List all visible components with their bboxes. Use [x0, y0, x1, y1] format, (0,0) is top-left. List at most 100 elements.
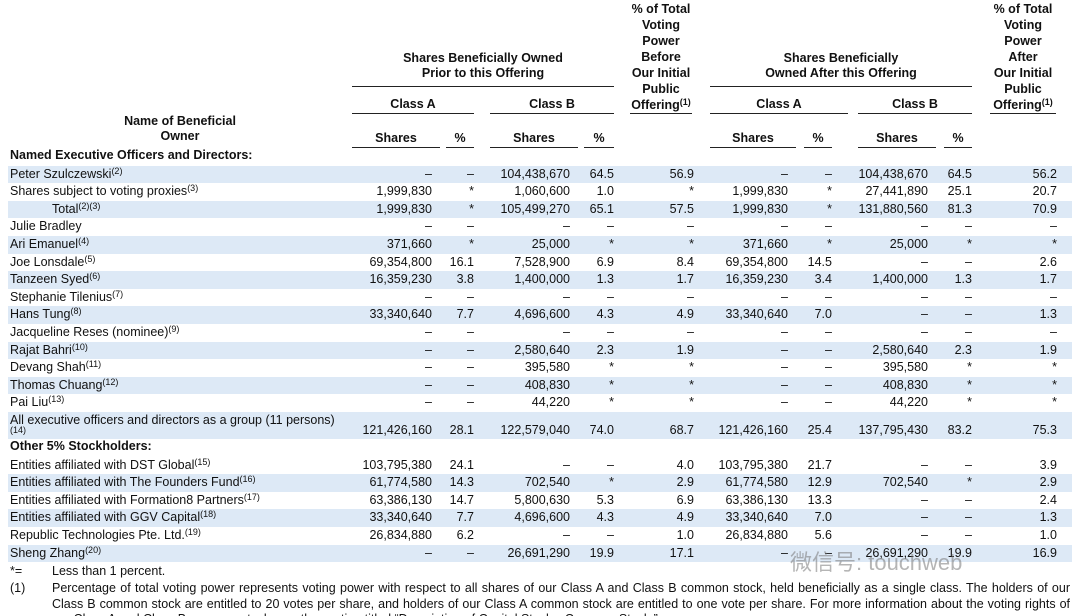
cell: 2.6: [1039, 254, 1057, 269]
voting-header: % of Total: [631, 2, 691, 16]
rule: [446, 147, 474, 148]
cell: 103,795,380: [362, 457, 432, 472]
cell: –: [425, 289, 432, 304]
row-background: [8, 236, 1072, 254]
owner-name: Stephanie Tilenius(7): [10, 288, 124, 304]
cell: 69,354,800: [369, 254, 432, 269]
column-header: Shares: [732, 131, 774, 145]
cell: 20.7: [1032, 184, 1057, 199]
cell: 137,795,430: [858, 423, 928, 437]
cell: 104,438,670: [500, 166, 570, 181]
cell: 5.3: [596, 492, 614, 507]
cell: –: [965, 492, 972, 507]
row-background: [8, 200, 1072, 219]
cell: –: [825, 219, 832, 234]
cell: 1.3: [954, 272, 972, 287]
cell: –: [467, 545, 474, 560]
cell: 2.4: [1039, 492, 1057, 507]
cell: –: [965, 528, 972, 542]
column-header: %: [593, 131, 605, 145]
owner-name: Devang Shah(11): [10, 359, 102, 375]
cell: –: [425, 342, 432, 357]
owner-name: Peter Szulczewski(2): [10, 165, 123, 181]
cell: 26,691,290: [865, 545, 928, 560]
cell: 24.1: [449, 457, 474, 472]
owner-name: Julie Bradley: [10, 219, 82, 234]
cell: 69,354,800: [725, 254, 788, 269]
footnote-mark: *=: [10, 564, 23, 579]
cell: –: [1050, 325, 1057, 339]
rule: [490, 147, 578, 148]
cell: –: [607, 289, 614, 304]
cell: 1,400,000: [872, 272, 928, 287]
cell: 2.9: [1039, 475, 1057, 490]
row-background: [8, 306, 1072, 324]
cell: 2,580,640: [872, 342, 928, 357]
cell: –: [607, 457, 614, 472]
cell: 27,441,890: [865, 184, 928, 199]
cell: –: [467, 166, 474, 181]
rule: [858, 113, 972, 114]
cell: –: [607, 219, 614, 234]
rule: [352, 147, 440, 148]
cell: –: [965, 254, 972, 269]
cell: 61,774,580: [725, 475, 788, 490]
voting-header: Voting: [642, 18, 680, 32]
cell: –: [425, 360, 432, 375]
footnote-ref: (12): [102, 376, 119, 387]
cell: –: [921, 492, 928, 507]
cell: –: [781, 219, 788, 234]
cell: –: [467, 219, 474, 234]
cell: 3.4: [814, 272, 832, 287]
cell: –: [425, 377, 432, 392]
row-background: [8, 474, 1072, 492]
rule: [990, 113, 1056, 114]
cell: 4.3: [596, 510, 614, 525]
cell: –: [425, 395, 432, 410]
cell: *: [827, 184, 832, 199]
owner-name: Sheng Zhang(20): [10, 544, 102, 560]
cell: 14.7: [449, 492, 474, 507]
footnote-ref: (18): [200, 509, 217, 520]
owner-name: Rajat Bahri(10): [10, 341, 88, 357]
cell: 1.9: [1039, 342, 1057, 357]
column-header: %: [812, 131, 824, 145]
rule: [630, 113, 692, 114]
cell: 19.9: [589, 545, 614, 560]
footnote-ref: (1): [1041, 97, 1053, 107]
cell: 122,579,040: [500, 423, 570, 437]
row-background: [8, 509, 1072, 527]
cell: *: [609, 360, 614, 375]
cell: –: [467, 289, 474, 304]
cell: *: [689, 184, 694, 199]
section-title: Other 5% Stockholders:: [10, 439, 152, 453]
rule: [710, 113, 848, 114]
footnote-text: Less than 1 percent.: [52, 564, 166, 579]
cell: –: [425, 166, 432, 181]
cell: 4.3: [596, 307, 614, 322]
owner-name: Joe Lonsdale(5): [10, 253, 96, 269]
footnote-ref: (1): [679, 97, 691, 107]
footnote-ref: (3): [187, 183, 199, 194]
row-background: [8, 376, 1072, 395]
class-header: Class A: [390, 97, 436, 111]
voting-header: Our Initial: [993, 66, 1053, 80]
column-header: Shares: [876, 131, 918, 145]
cell: –: [781, 360, 788, 375]
cell: 1.9: [676, 342, 694, 357]
cell: 105,499,270: [500, 201, 570, 216]
cell: 33,340,640: [369, 307, 432, 322]
cell: *: [609, 377, 614, 392]
owner-name: Pai Liu(13): [10, 394, 65, 410]
class-header: Class B: [892, 97, 938, 111]
name-header: Name of Beneficial: [124, 114, 236, 128]
cell: –: [921, 219, 928, 234]
cell: 6.9: [676, 492, 694, 507]
cell: 25,000: [531, 237, 570, 251]
voting-header: Public: [1004, 82, 1042, 96]
cell: 1.3: [596, 272, 614, 287]
cell: –: [965, 325, 972, 339]
cell: 26,834,880: [725, 528, 788, 542]
owner-name: Jacqueline Reses (nominee)(9): [10, 324, 180, 340]
